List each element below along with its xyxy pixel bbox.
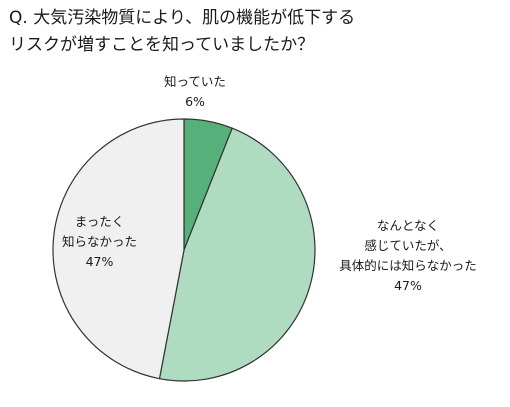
slice-label-knew-line-1: 知っていた	[164, 74, 226, 89]
question-line-1: Q. 大気汚染物質により、肌の機能が低下する	[9, 8, 356, 28]
slice-label-knew-value: 6%	[185, 94, 205, 109]
slice-label-vaguely-aware-line-3: 具体的には知らなかった	[339, 258, 477, 273]
question-title: Q. 大気汚染物質により、肌の機能が低下する リスクが増すことを知っていましたか…	[9, 5, 504, 59]
pie-slice-vaguely-aware	[158, 127, 316, 382]
slice-label-vaguely-aware-value: 47%	[394, 278, 422, 293]
slice-label-did-not-know-line-1: まったく	[74, 214, 125, 229]
slice-label-knew: 知っていた 6%	[160, 72, 230, 112]
slice-label-vaguely-aware-line-2: 感じていたが、	[364, 238, 452, 253]
question-line-2: リスクが増すことを知っていましたか？	[9, 35, 315, 55]
slice-label-vaguely-aware-line-1: なんとなく	[376, 218, 440, 233]
slice-label-did-not-know-line-2: 知らなかった	[61, 234, 137, 249]
slice-label-vaguely-aware: なんとなく 感じていたが、 具体的には知らなかった 47%	[318, 216, 498, 296]
slice-label-did-not-know: まったく 知らなかった 47%	[52, 212, 147, 272]
pie-slice-did-not-know	[52, 118, 185, 380]
slice-label-did-not-know-value: 47%	[85, 254, 114, 269]
